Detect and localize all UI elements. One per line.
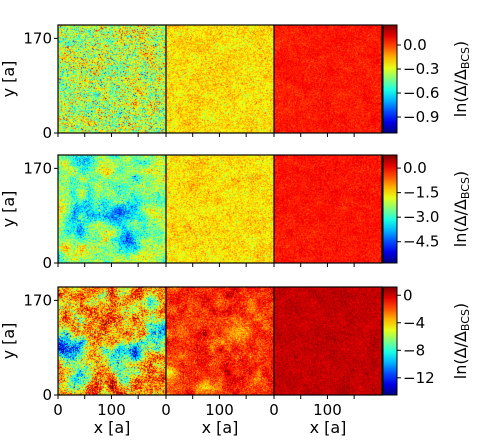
- heatmap-panel-r2-c1: [58, 155, 166, 263]
- heatmap-row-2: 0 170 y [a] 0.0 −1.5 −3.0 −4.5 ln(Δ/ΔBCS): [0, 154, 472, 272]
- x-tick-label: 0: [269, 401, 279, 419]
- x-tick-label: 100: [97, 401, 126, 419]
- row-frame: [57, 154, 383, 264]
- x-tick-label: 100: [313, 401, 342, 419]
- colorbar-tick-label: −4.5: [403, 233, 439, 251]
- heatmap-panel-r1-c2: [166, 25, 274, 133]
- y-tick-label: 170: [23, 159, 52, 177]
- x-tick-label: 100: [205, 401, 234, 419]
- row-frame: [57, 24, 383, 134]
- colorbar-label: ln(Δ/ΔBCS): [451, 171, 472, 247]
- colorbar-tick-label: −1.5: [403, 184, 439, 202]
- y-tick-label: 0: [42, 386, 52, 404]
- y-axis-label: y [a]: [0, 191, 18, 228]
- heatmap-panel-r3-c1: [58, 287, 166, 395]
- colorbar-tick-label: 0: [403, 286, 413, 304]
- heatmap-panel-r1-c3: [274, 25, 382, 133]
- x-tick-label: 0: [161, 401, 171, 419]
- colorbar-label: ln(Δ/ΔBCS): [451, 303, 472, 379]
- colorbar-tick-label: −4: [403, 314, 425, 332]
- heatmap-panel-r2-c3: [274, 155, 382, 263]
- colorbar: [382, 24, 398, 134]
- colorbar-tick-label: −0.9: [403, 108, 439, 126]
- row-frame: [57, 286, 383, 396]
- y-tick-label: 0: [42, 124, 52, 142]
- y-tick-label: 170: [23, 291, 52, 309]
- colorbar-tick-label: −12: [403, 369, 435, 387]
- colorbar: [382, 286, 398, 396]
- heatmap-panel-r1-c1: [58, 25, 166, 133]
- x-axis-label: x [a]: [310, 418, 347, 437]
- colorbar: [382, 154, 398, 264]
- y-tick-label: 170: [23, 29, 52, 47]
- colorbar-label: ln(Δ/ΔBCS): [451, 41, 472, 117]
- heatmap-row-1: 0 170 y [a] 0.0 −0.3 −0.6 −0.9 ln(Δ/ΔBCS): [0, 24, 472, 142]
- colorbar-tick-label: −3.0: [403, 208, 439, 226]
- heatmap-panel-r3-c3: [274, 287, 382, 395]
- y-tick-label: 0: [42, 254, 52, 272]
- colorbar-tick-label: −0.6: [403, 84, 439, 102]
- colorbar-tick-label: 0.0: [403, 159, 427, 177]
- y-axis-label: y [a]: [0, 323, 18, 360]
- x-axis-label: x [a]: [202, 418, 239, 437]
- heatmap-panel-r3-c2: [166, 287, 274, 395]
- colorbar-tick-label: −8: [403, 341, 425, 359]
- colorbar-tick-label: −0.3: [403, 60, 439, 78]
- heatmap-panel-r2-c2: [166, 155, 274, 263]
- y-axis-label: y [a]: [0, 61, 18, 98]
- colorbar-tick-label: 0.0: [403, 36, 427, 54]
- x-axis-label: x [a]: [94, 418, 131, 437]
- x-tick-label: 0: [53, 401, 63, 419]
